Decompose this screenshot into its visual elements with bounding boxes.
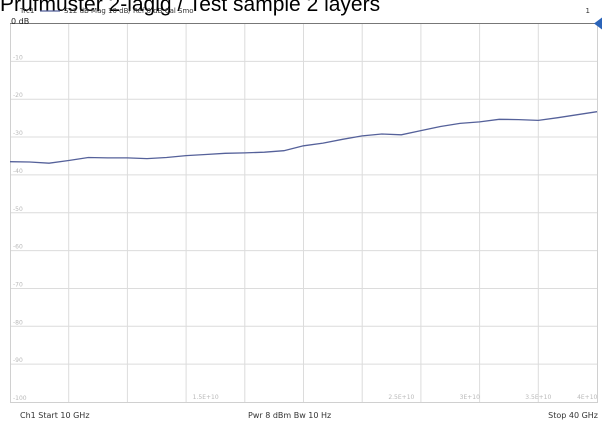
- y-tick-label: -70: [13, 281, 23, 288]
- x-tick-label: 3E+10: [460, 394, 480, 401]
- reference-label: 0 dB: [11, 17, 29, 26]
- x-tick-label: 1.5E+10: [193, 394, 219, 401]
- y-tick-labels: -10 -20 -30 -40 -50 -60 -70 -80 -90 -100: [13, 54, 27, 402]
- y-tick-label: -90: [13, 357, 23, 364]
- x-tick-label: 4E+10: [577, 394, 597, 401]
- reference-marker-icon[interactable]: [594, 17, 602, 30]
- x-tick-label: 3.5E+10: [525, 394, 551, 401]
- x-tick-labels: 1.5E+10 2.5E+10 3E+10 3.5E+10 4E+10: [193, 394, 598, 401]
- trace-measurement: S12 dB Mag 10 dB/ Ref 0 dB Cal Smo: [64, 7, 194, 15]
- y-tick-label: -80: [13, 319, 23, 326]
- channel-number: 1: [586, 7, 590, 15]
- y-tick-label: -40: [13, 168, 23, 175]
- grid: [10, 23, 597, 402]
- y-tick-label: -30: [13, 130, 23, 137]
- x-tick-label: 2.5E+10: [388, 394, 414, 401]
- y-tick-label: -50: [13, 206, 23, 213]
- trace-name: Trc1: [19, 7, 34, 15]
- page-title: Prüfmuster 2-lagig / Test sample 2 layer…: [0, 0, 381, 16]
- y-tick-label: -20: [13, 92, 23, 99]
- footer-stop: Stop 40 GHz: [548, 411, 598, 420]
- footer-start: Ch1 Start 10 GHz: [20, 411, 90, 420]
- y-tick-label: -100: [13, 395, 27, 402]
- y-tick-label: -10: [13, 54, 23, 61]
- y-tick-label: -60: [13, 244, 23, 251]
- footer-power-bandwidth: Pwr 8 dBm Bw 10 Hz: [248, 411, 331, 420]
- s12-trace-line: [9, 111, 598, 164]
